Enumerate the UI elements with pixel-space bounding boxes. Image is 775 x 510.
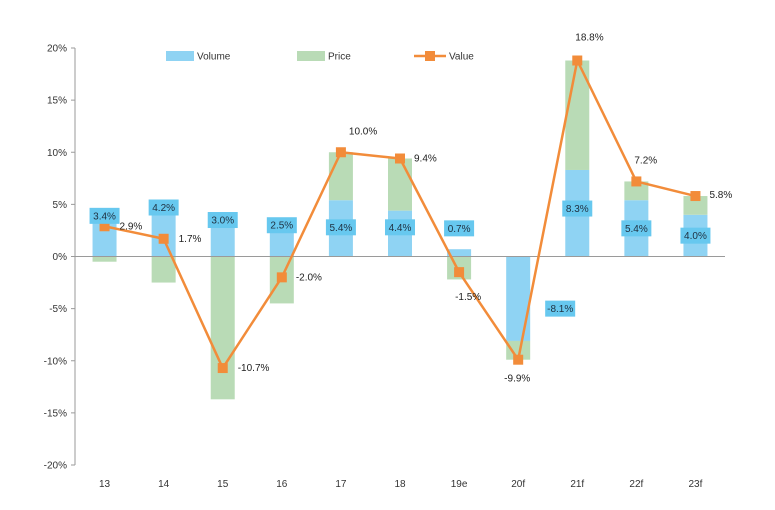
y-tick-label: 15%	[47, 96, 67, 107]
value-point	[158, 233, 169, 244]
value-point	[276, 272, 287, 283]
legend-price-swatch	[297, 51, 325, 61]
value-label: 2.9%	[120, 221, 143, 232]
x-tick-label: 16	[276, 479, 288, 490]
volume-label: 5.4%	[625, 224, 648, 235]
volume-label: 3.4%	[93, 211, 116, 222]
volume-label-box	[444, 220, 475, 237]
x-tick-label: 21f	[570, 479, 584, 490]
price-bar	[388, 158, 412, 211]
price-bar	[683, 196, 708, 215]
axes-layer: 20% 15% 10% 5% 0% -5% -10% -15% -20% 13 14 15 16 17 18…	[44, 44, 725, 490]
price-bar	[506, 340, 531, 360]
value-label: 1.7%	[179, 234, 202, 245]
x-tick-label: 15	[217, 479, 229, 490]
value-point	[690, 191, 701, 202]
volume-bar	[269, 230, 294, 257]
volume-bar	[210, 225, 235, 257]
volume-label-box	[207, 212, 238, 229]
volume-label: 3.0%	[211, 216, 234, 227]
value-label: -1.5%	[455, 292, 481, 303]
x-tick-label: 23f	[689, 479, 703, 490]
volume-label-box	[621, 220, 652, 237]
value-point	[454, 267, 465, 278]
legend-value-marker	[425, 51, 435, 61]
volume-label: 5.4%	[330, 223, 353, 234]
volume-label: 0.7%	[448, 224, 471, 235]
x-tick-label: 13	[99, 479, 111, 490]
price-bar	[328, 152, 353, 201]
price-bar	[151, 256, 176, 283]
x-tick-label: 20f	[511, 479, 525, 490]
y-tick-label: -5%	[49, 304, 67, 315]
y-tick-label: 5%	[53, 200, 68, 211]
volume-label-box	[148, 199, 179, 216]
price-bar	[92, 256, 117, 262]
volume-label: 4.0%	[684, 231, 707, 242]
y-tick-label: 20%	[47, 44, 67, 55]
x-tick-label: 17	[335, 479, 347, 490]
legend-price-label: Price	[328, 52, 351, 63]
price-bar	[210, 256, 235, 400]
price-bar	[624, 181, 649, 201]
x-tick-label: 19e	[451, 479, 468, 490]
volume-label-box	[562, 200, 593, 217]
legend: Volume Price Value	[166, 51, 474, 63]
value-label: -10.7%	[238, 363, 270, 374]
value-label: 7.2%	[634, 155, 657, 166]
volume-label: 4.4%	[389, 223, 412, 234]
x-tick-label: 22f	[629, 479, 643, 490]
value-point	[631, 176, 642, 187]
y-tick-label: 10%	[47, 148, 67, 159]
value-label: 10.0%	[349, 126, 377, 137]
value-label: 9.4%	[414, 154, 437, 165]
value-point	[217, 363, 228, 374]
volume-label: 4.2%	[152, 203, 175, 214]
value-point	[513, 354, 524, 365]
y-tick-label: -10%	[44, 356, 67, 367]
value-label: 5.8%	[709, 190, 732, 201]
volume-label-box	[680, 227, 711, 244]
legend-volume-label: Volume	[197, 52, 231, 63]
volume-label: 8.3%	[566, 204, 589, 215]
x-tick-label: 14	[158, 479, 170, 490]
volume-label-box	[266, 217, 297, 234]
value-label: -2.0%	[296, 272, 322, 283]
y-tick-label: -20%	[44, 461, 67, 472]
value-point	[395, 153, 405, 164]
value-point	[99, 221, 110, 232]
y-tick-label: -15%	[44, 408, 67, 419]
volume-bar	[447, 249, 472, 257]
volume-label-box	[89, 207, 120, 224]
value-line-layer	[99, 55, 701, 374]
volume-bar	[506, 256, 531, 341]
x-tick-label: 18	[394, 479, 406, 490]
volume-label: 2.5%	[270, 221, 293, 232]
labels-layer: 3.4% 4.2% 3.0% 2.5% 5.4% 4.4% 0.7% -8.1% 8.3% 5.4…	[89, 33, 732, 385]
volume-label-box	[325, 219, 356, 236]
legend-volume-swatch	[166, 51, 194, 61]
value-point	[335, 147, 346, 158]
value-label: 18.8%	[575, 33, 603, 44]
volume-label: -8.1%	[547, 304, 573, 315]
value-label: -9.9%	[504, 374, 530, 385]
volume-label-box	[545, 300, 576, 317]
y-tick-label: 0%	[53, 252, 68, 263]
volume-label-box	[385, 219, 415, 236]
legend-value-label: Value	[449, 52, 474, 63]
value-point	[572, 55, 583, 66]
